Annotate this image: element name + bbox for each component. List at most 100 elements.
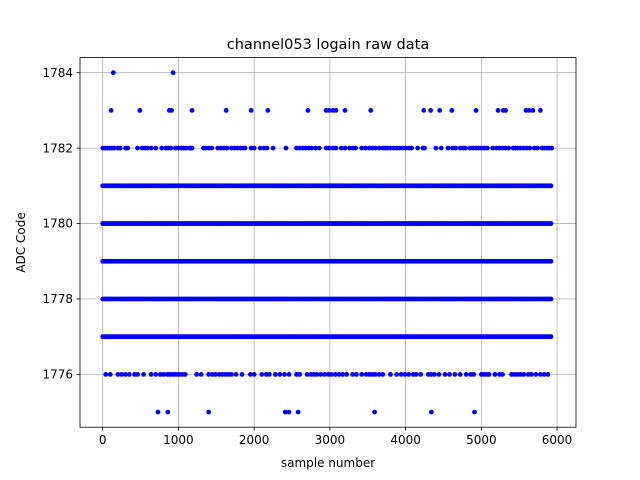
data-point: [313, 145, 318, 151]
data-point: [433, 145, 439, 151]
data-point: [548, 183, 554, 189]
data-point: [421, 108, 427, 113]
data-point: [259, 372, 265, 377]
data-point: [471, 372, 477, 377]
data-point: [326, 108, 332, 113]
data-point: [549, 145, 555, 151]
data-point: [473, 108, 479, 113]
x-tick-label: 3000: [315, 433, 346, 447]
data-point: [251, 372, 257, 377]
data-point: [521, 372, 527, 377]
data-point: [402, 372, 408, 377]
data-point: [538, 108, 543, 113]
data-point: [490, 145, 496, 151]
y-tick-label: 1780: [42, 217, 73, 231]
data-point: [398, 372, 404, 377]
data-point: [380, 372, 386, 377]
data-point: [422, 145, 427, 151]
data-point: [103, 372, 109, 377]
x-axis-label: sample number: [281, 456, 375, 470]
x-tick-label: 6000: [542, 433, 573, 447]
plot-frame: [79, 57, 577, 428]
data-point: [338, 145, 344, 151]
data-point: [169, 108, 175, 113]
data-point: [342, 145, 348, 151]
data-point: [322, 372, 327, 377]
data-point: [548, 221, 554, 226]
data-point: [500, 372, 505, 377]
data-point: [316, 145, 322, 151]
level-1778-points: [100, 296, 554, 302]
data-point: [418, 372, 424, 377]
data-point: [117, 145, 123, 151]
data-point: [415, 145, 421, 151]
data-point: [223, 108, 229, 113]
data-point: [530, 108, 536, 113]
data-point: [436, 372, 442, 377]
data-point: [239, 372, 245, 377]
data-point: [297, 372, 302, 377]
data-point: [506, 145, 511, 151]
data-point: [309, 145, 315, 151]
data-point: [314, 372, 320, 377]
y-axis: 1776 1778 1780 1782 1784: [42, 66, 80, 382]
data-point: [206, 409, 212, 415]
data-point: [545, 372, 551, 377]
data-point: [148, 372, 154, 377]
data-point: [409, 145, 415, 151]
data-point: [463, 145, 468, 151]
data-point: [153, 372, 159, 377]
x-tick-label: 1000: [163, 433, 194, 447]
data-point: [528, 372, 534, 377]
data-point: [413, 372, 419, 377]
data-point: [340, 372, 346, 377]
data-point: [264, 145, 270, 151]
data-point: [332, 372, 338, 377]
data-point: [333, 145, 339, 151]
data-point: [304, 372, 310, 377]
data-point: [372, 409, 377, 415]
data-point: [257, 145, 263, 151]
data-point: [160, 372, 166, 377]
data-point: [326, 145, 332, 151]
data-point: [189, 108, 195, 113]
data-point: [145, 145, 150, 151]
data-point: [108, 108, 114, 113]
data-point: [538, 372, 543, 377]
data-point: [463, 372, 469, 377]
data-point: [137, 108, 143, 113]
data-point: [372, 145, 378, 151]
data-point: [119, 372, 125, 377]
data-point: [548, 334, 554, 340]
level-1784-points: [110, 70, 176, 76]
data-point: [428, 409, 434, 415]
data-point: [336, 372, 342, 377]
data-point: [350, 372, 356, 377]
data-point: [472, 409, 477, 415]
data-point: [251, 145, 257, 151]
data-point: [115, 372, 121, 377]
data-point: [189, 145, 195, 151]
x-axis: 0 1000 2000 3000 4000 5000 6000: [99, 427, 572, 447]
x-tick-label: 5000: [466, 433, 497, 447]
data-point: [492, 372, 498, 377]
level-1779-points: [100, 258, 554, 264]
data-point: [170, 70, 176, 76]
data-point: [153, 145, 159, 151]
data-point: [342, 108, 348, 113]
data-point: [359, 145, 365, 151]
data-point: [282, 372, 287, 377]
data-point: [194, 372, 200, 377]
data-point: [148, 145, 154, 151]
data-point: [318, 372, 324, 377]
data-point: [209, 145, 215, 151]
data-point: [452, 372, 458, 377]
data-point: [305, 108, 311, 113]
data-point: [135, 372, 140, 377]
data-point: [503, 108, 508, 113]
data-point: [286, 409, 292, 415]
x-tick-label: 2000: [239, 433, 270, 447]
x-tick-label: 4000: [390, 433, 421, 447]
data-point: [135, 145, 140, 151]
